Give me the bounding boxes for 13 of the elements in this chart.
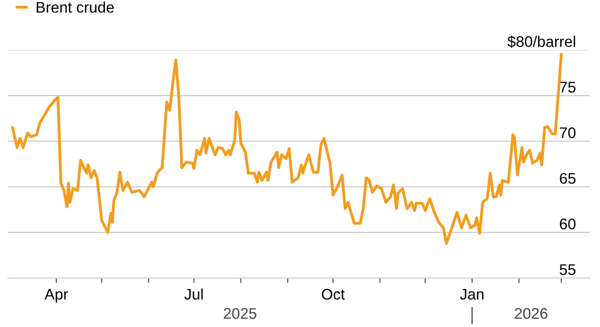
y-tick-label: 65	[560, 172, 576, 184]
y-tick-label: 60	[560, 218, 576, 230]
y-tick-label: 55	[560, 264, 576, 275]
text: 2025	[224, 308, 256, 319]
y-tick-label: $80/barrel	[507, 36, 576, 48]
legend-label: Brent crude	[36, 2, 114, 13]
x-tick-label: Jul	[184, 288, 203, 300]
x-tick-label: Jan	[460, 288, 484, 300]
text: 2026	[514, 308, 548, 319]
y-tick-label: 70	[560, 127, 576, 138]
y-tick-label: 75	[560, 82, 576, 93]
x-tick-label: Oct	[322, 288, 345, 300]
x-tick-label: Apr	[44, 288, 68, 303]
